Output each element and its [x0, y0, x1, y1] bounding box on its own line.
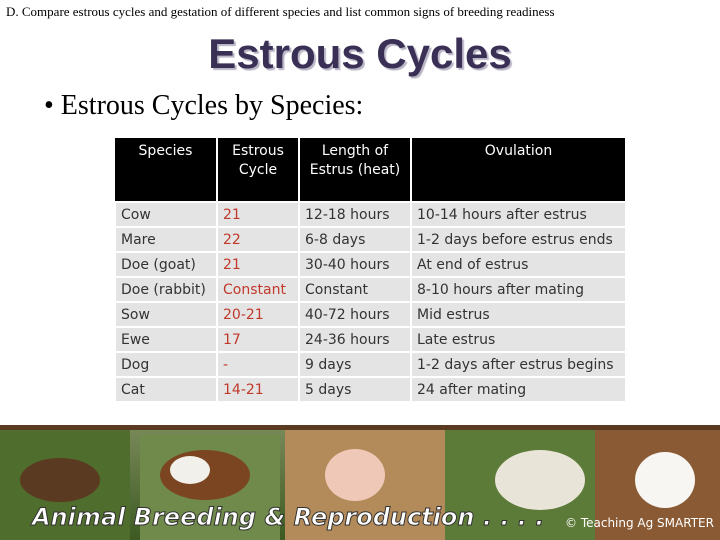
banner-title: Animal Breeding & Reproduction . . . .	[30, 503, 544, 531]
table-cell: 1-2 days after estrus begins	[410, 351, 627, 378]
table-cell: 8-10 hours after mating	[410, 276, 627, 303]
banner-credit: © Teaching Ag SMARTER	[565, 516, 714, 530]
table-cell: 21	[216, 201, 300, 228]
table-cell: 24-36 hours	[298, 326, 412, 353]
table-cell: Mid estrus	[410, 301, 627, 328]
table-cell: Late estrus	[410, 326, 627, 353]
slide-title: Estrous Cycles	[208, 30, 512, 77]
table-cell: 9 days	[298, 351, 412, 378]
table-cell: Doe (rabbit)	[114, 276, 218, 303]
table-cell: Constant	[298, 276, 412, 303]
table-row: Mare 22 6-8 days 1-2 days before estrus end…	[114, 226, 627, 253]
table-cell: Ewe	[114, 326, 218, 353]
column-header: Estrous Cycle	[217, 138, 300, 202]
species-table: Species Estrous Cycle Length of Estrus (he…	[114, 138, 627, 403]
table-cell: 40-72 hours	[298, 301, 412, 328]
table-cell: 10-14 hours after estrus	[410, 201, 627, 228]
column-header: Species	[115, 138, 218, 202]
table-cell: 21	[216, 251, 300, 278]
table-cell: 12-18 hours	[298, 201, 412, 228]
table-row: Doe (rabbit) Constant Constant 8-10 hours a…	[114, 276, 627, 303]
table-cell: 22	[216, 226, 300, 253]
table-row: Ewe 17 24-36 hours Late estrus	[114, 326, 627, 353]
table-cell: -	[216, 351, 300, 378]
column-header: Ovulation	[411, 138, 627, 202]
table-row: Dog -9 days 1-2 days after estrus begins	[114, 351, 627, 378]
table-cell: Cat	[114, 376, 218, 403]
table-cell: Sow	[114, 301, 218, 328]
banner: Animal Breeding & Reproduction . . . . ©…	[0, 425, 720, 540]
table-cell: Constant	[216, 276, 300, 303]
table-cell: 30-40 hours	[298, 251, 412, 278]
table-cell: 5 days	[298, 376, 412, 403]
table-cell: 14-21	[216, 376, 300, 403]
table-cell: Doe (goat)	[114, 251, 218, 278]
table-row: Cow 21 12-18 hours 10-14 hours after estrus	[114, 201, 627, 228]
table-cell: Cow	[114, 201, 218, 228]
table-row: Cat 14-21 5 days 24 after mating	[114, 376, 627, 403]
table-row: Doe (goat) 21 30-40 hours At end of estrus	[114, 251, 627, 278]
objective-note: D. Compare estrous cycles and gestation …	[6, 4, 555, 19]
table-body: Cow 21 12-18 hours 10-14 hours after estrus…	[114, 201, 627, 403]
header-row: Species Estrous Cycle Length of Estrus (he…	[115, 138, 627, 202]
column-header: Length of Estrus (heat)	[299, 138, 412, 202]
table-cell: 24 after mating	[410, 376, 627, 403]
table-cell: At end of estrus	[410, 251, 627, 278]
table-cell: 1-2 days before estrus ends	[410, 226, 627, 253]
table-cell: Dog	[114, 351, 218, 378]
table-row: Sow 20-21 40-72 hours Mid estrus	[114, 301, 627, 328]
table-cell: 20-21	[216, 301, 300, 328]
table-cell: Mare	[114, 226, 218, 253]
table-cell: 6-8 days	[298, 226, 412, 253]
table-cell: 17	[216, 326, 300, 353]
bullet: • Estrous Cycles by Species:	[44, 90, 364, 121]
